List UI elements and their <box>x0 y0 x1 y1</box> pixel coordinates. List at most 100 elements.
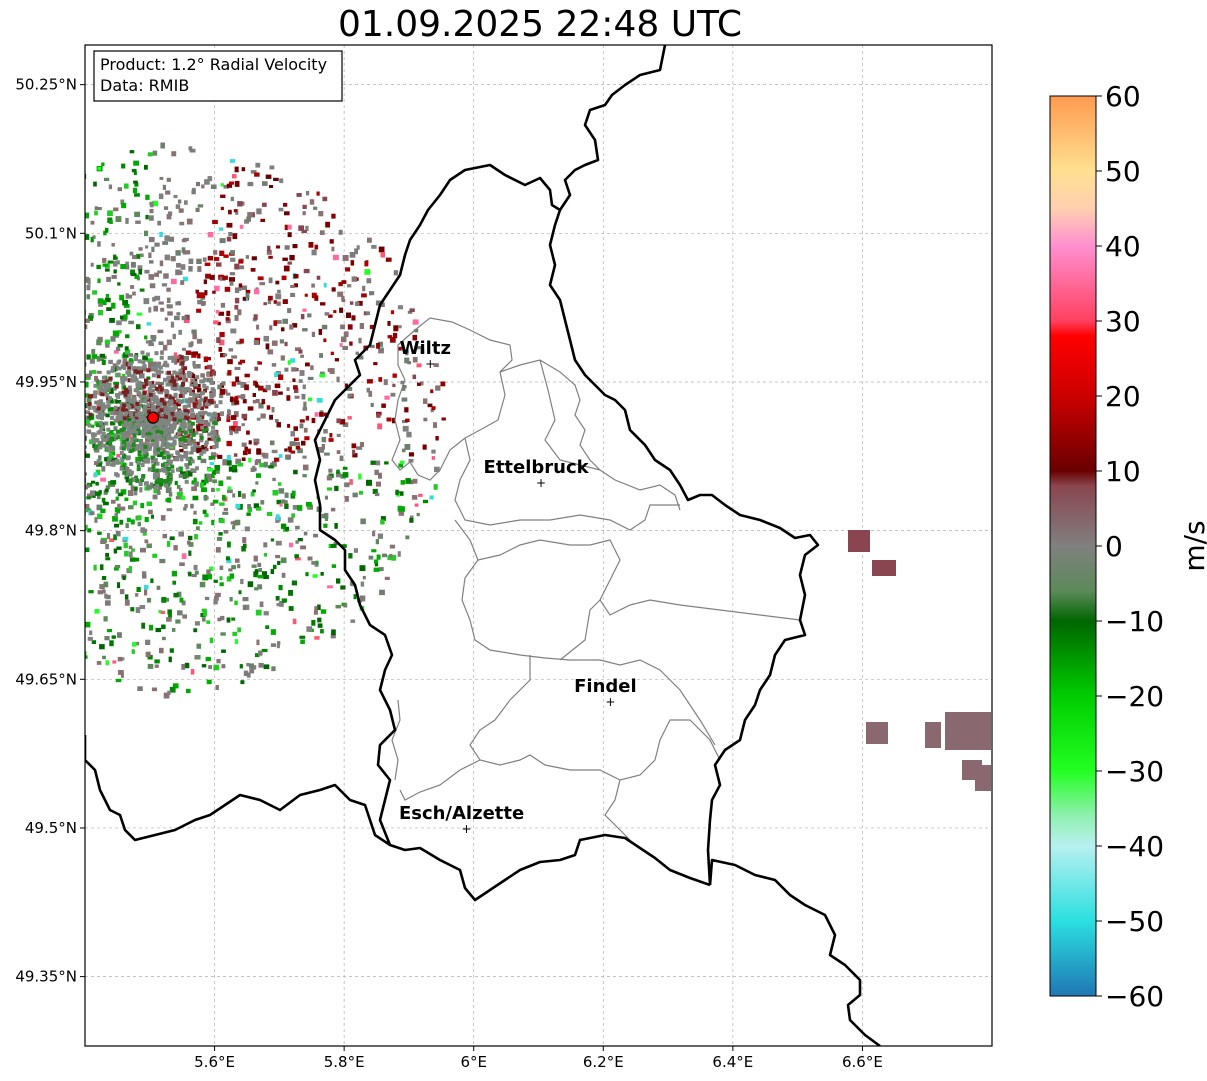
echo-pixel <box>342 466 348 470</box>
echo-pixel <box>40 450 45 456</box>
echo-pixel <box>10 324 14 329</box>
echo-pixel <box>198 521 203 525</box>
echo-pixel <box>75 325 80 331</box>
echo-pixel <box>144 448 149 453</box>
echo-pixel <box>323 429 328 434</box>
echo-pixel <box>200 425 205 430</box>
echo-pixel <box>171 151 177 157</box>
echo-pixel <box>300 545 306 550</box>
echo-pixel <box>349 341 353 346</box>
echo-pixel <box>219 502 225 506</box>
echo-pixel <box>423 398 428 404</box>
echo-pixel <box>257 574 264 579</box>
echo-pixel <box>105 268 110 272</box>
echo-pixel <box>118 421 122 426</box>
echo-pixel <box>72 278 77 282</box>
echo-pixel <box>107 384 112 389</box>
echo-pixel <box>169 443 174 448</box>
echo-pixel <box>258 662 264 668</box>
echo-pixel <box>195 393 200 398</box>
echo-pixel <box>54 358 59 363</box>
echo-pixel <box>153 451 158 456</box>
echo-pixel <box>221 649 226 653</box>
echo-pixel <box>105 413 110 418</box>
echo-pixel <box>280 523 287 529</box>
echo-pixel <box>108 441 113 446</box>
echo-pixel <box>190 341 194 347</box>
echo-pixel <box>94 517 98 523</box>
echo-pixel <box>397 551 401 557</box>
echo-pixel <box>95 444 100 449</box>
echo-pixel <box>142 571 147 578</box>
echo-pixel <box>101 432 106 436</box>
echo-pixel <box>148 307 152 313</box>
echo-pixel <box>327 585 333 589</box>
echo-pixel <box>117 582 121 589</box>
echo-pixel <box>193 404 198 409</box>
echo-pixel <box>184 438 189 443</box>
echo-pixel <box>68 573 72 577</box>
echo-pixel <box>2 412 8 417</box>
echo-pixel <box>112 660 117 664</box>
echo-pixel <box>284 492 289 498</box>
echo-pixel <box>78 430 84 435</box>
echo-pixel <box>85 415 88 420</box>
echo-pixel <box>414 328 419 333</box>
echo-pixel <box>175 374 182 381</box>
echo-pixel <box>209 566 214 571</box>
echo-pixel <box>57 586 62 591</box>
echo-pixel <box>101 359 106 365</box>
echo-pixel <box>374 562 379 567</box>
echo-pixel <box>383 379 388 386</box>
echo-pixel <box>260 218 266 222</box>
echo-pixel <box>70 288 74 292</box>
echo-pixel <box>254 569 259 575</box>
echo-pixel <box>134 357 138 362</box>
echo-pixel <box>183 366 188 371</box>
echo-pixel <box>261 399 266 405</box>
echo-pixel <box>39 598 45 603</box>
echo-pixel <box>311 283 315 288</box>
echo-pixel <box>203 496 209 500</box>
echo-pixel <box>187 471 193 477</box>
echo-pixel <box>56 281 61 286</box>
echo-pixel <box>242 296 247 301</box>
echo-pixel <box>295 445 301 450</box>
echo-pixel <box>80 576 85 580</box>
echo-pixel <box>207 232 214 238</box>
x-tick-label: 6.6°E <box>842 1053 883 1071</box>
echo-pixel <box>240 578 244 585</box>
echo-pixel <box>397 505 402 512</box>
echo-pixel <box>101 402 106 407</box>
echo-pixel <box>93 446 98 451</box>
echo-pixel <box>131 443 136 448</box>
echo-pixel <box>327 368 333 373</box>
echo-pixel <box>107 456 112 462</box>
echo-pixel <box>75 425 80 431</box>
echo-pixel <box>323 282 327 288</box>
echo-pixel <box>381 403 386 408</box>
echo-pixel <box>376 554 381 560</box>
echo-pixel <box>0 349 3 354</box>
echo-pixel <box>9 400 15 404</box>
echo-pixel <box>128 418 133 422</box>
echo-pixel <box>99 584 105 590</box>
echo-pixel <box>336 376 340 383</box>
echo-pixel <box>114 507 121 513</box>
echo-pixel <box>324 312 330 316</box>
echo-pixel <box>204 513 209 518</box>
echo-pixel <box>197 399 202 404</box>
echo-pixel <box>190 408 195 413</box>
echo-pixel <box>147 358 153 363</box>
echo-pixel <box>181 600 186 606</box>
echo-pixel <box>98 384 103 389</box>
echo-pixel <box>6 591 10 595</box>
echo-pixel <box>230 521 236 525</box>
echo-pixel <box>235 458 242 465</box>
echo-pixel <box>67 466 70 469</box>
echo-pixel <box>255 459 261 463</box>
echo-pixel <box>163 206 169 210</box>
echo-pixel <box>206 473 213 480</box>
echo-pixel <box>380 302 385 307</box>
